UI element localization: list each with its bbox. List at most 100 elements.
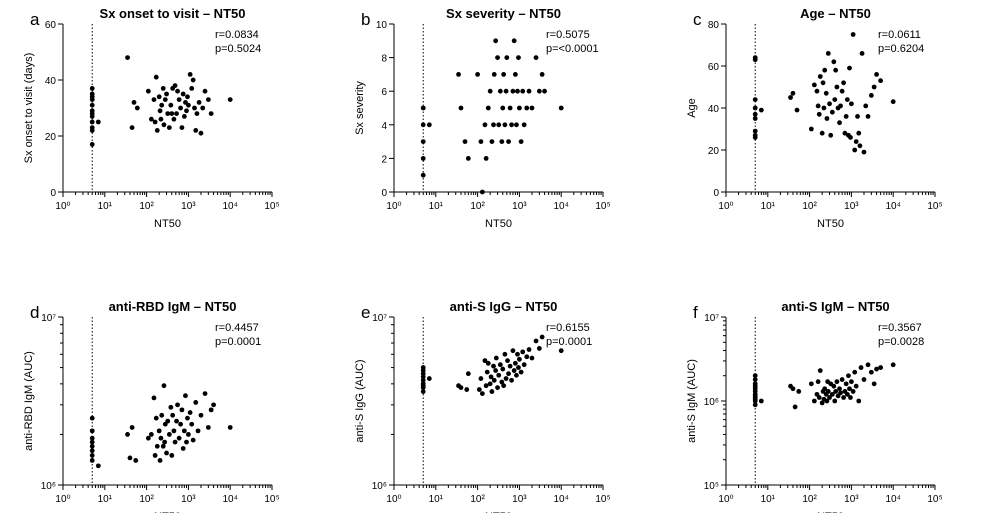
data-point <box>816 111 822 117</box>
data-point <box>192 105 197 111</box>
x-tick-label: 10² <box>470 201 485 212</box>
x-tick-label: 10² <box>802 494 817 505</box>
data-point <box>808 381 814 387</box>
data-point <box>542 88 547 94</box>
data-point <box>827 101 832 107</box>
data-point <box>185 415 190 421</box>
y-tick-label: 10⁵ <box>704 481 719 492</box>
data-point <box>539 334 545 340</box>
data-point <box>153 415 159 421</box>
data-point <box>496 372 502 378</box>
data-point <box>838 103 843 109</box>
data-point <box>558 105 564 111</box>
x-tick-label: 10⁴ <box>222 201 237 212</box>
x-tick-label: 10⁵ <box>595 201 610 212</box>
panel-title: Sx onset to visit – NT50 <box>100 6 246 21</box>
data-point <box>831 59 837 65</box>
data-point <box>833 67 839 73</box>
x-tick-label: 10¹ <box>429 201 444 212</box>
y-axis-label: anti-S IgG (AUC) <box>354 359 366 442</box>
data-point <box>195 428 201 434</box>
data-point <box>495 385 500 390</box>
data-point <box>506 139 511 145</box>
data-point <box>89 102 95 108</box>
data-point <box>420 389 426 394</box>
data-point <box>193 127 199 133</box>
data-point <box>517 356 522 362</box>
panel-f: f anti-S IgM – NT50 10⁰ 10¹ 10² 10³ 10⁴ 10⁵ 10⁵ 1… <box>686 299 943 513</box>
r-value-label: r=0.4457 <box>215 322 259 334</box>
data-point <box>852 369 858 375</box>
data-point <box>488 374 494 380</box>
x-tick-label: 10¹ <box>761 494 776 505</box>
data-point <box>863 103 869 109</box>
data-point <box>127 455 133 461</box>
data-point <box>853 139 859 145</box>
data-point <box>526 88 532 94</box>
panel-letter: e <box>361 303 370 322</box>
data-point <box>162 97 168 102</box>
data-point <box>752 116 758 121</box>
x-tick-label: 10⁰ <box>55 494 70 505</box>
data-point <box>843 381 849 387</box>
data-point <box>878 365 884 370</box>
data-point <box>190 437 196 443</box>
y-tick-label: 10⁶ <box>41 481 56 492</box>
data-point <box>510 88 516 94</box>
data-point <box>161 122 167 128</box>
data-point <box>478 376 484 381</box>
data-point <box>131 100 137 105</box>
data-point <box>159 412 165 418</box>
p-value-label: p=0.0001 <box>546 336 592 348</box>
data-point <box>497 88 503 94</box>
data-point <box>89 448 95 454</box>
data-point <box>811 82 817 88</box>
panel-d: d anti-RBD IgM – NT50 10⁰ 10¹ 10² 10³ 10⁴ 10⁵ 10… <box>23 299 280 513</box>
data-point <box>186 102 191 108</box>
data-point <box>833 389 839 394</box>
data-point <box>157 458 163 463</box>
data-point <box>788 95 793 100</box>
r-value-label: r=0.5075 <box>546 29 590 41</box>
data-point <box>485 360 491 366</box>
data-point <box>847 65 852 71</box>
x-axis-label: NT50 <box>154 218 181 230</box>
x-tick-label: 10⁰ <box>386 201 401 212</box>
data-point <box>829 391 835 397</box>
data-point <box>476 387 482 392</box>
data-point <box>499 379 505 385</box>
data-point <box>828 132 834 138</box>
data-point <box>95 463 101 469</box>
x-tick-label: 10³ <box>512 201 527 212</box>
data-point <box>152 453 158 458</box>
data-point <box>844 97 850 102</box>
data-point <box>208 407 214 413</box>
data-point <box>512 360 518 366</box>
data-point <box>825 51 831 56</box>
x-tick-label: 10⁵ <box>264 494 279 505</box>
data-point <box>426 376 432 381</box>
data-point <box>817 74 823 79</box>
data-point <box>202 88 208 94</box>
data-point <box>202 391 208 396</box>
y-tick-label: 6 <box>381 87 387 98</box>
data-point <box>462 139 468 145</box>
x-tick-label: 10³ <box>844 494 859 505</box>
data-point <box>198 412 204 418</box>
data-point <box>175 402 180 408</box>
data-point <box>95 119 101 125</box>
data-point <box>855 114 860 119</box>
data-point <box>825 389 831 394</box>
x-tick-label: 10³ <box>181 494 196 505</box>
data-point <box>134 105 140 111</box>
data-point <box>839 88 845 94</box>
data-point <box>824 116 830 121</box>
data-point <box>420 139 426 145</box>
data-point <box>178 421 183 427</box>
data-point <box>831 383 837 389</box>
panel-c: c Age – NT50 10⁰ 10¹ 10² 10³ 10⁴ 10⁵ 0 20 40 60 80 NT… <box>686 6 943 230</box>
data-point <box>487 381 493 387</box>
data-point <box>517 105 522 111</box>
data-point <box>89 435 95 441</box>
data-point <box>186 432 191 437</box>
